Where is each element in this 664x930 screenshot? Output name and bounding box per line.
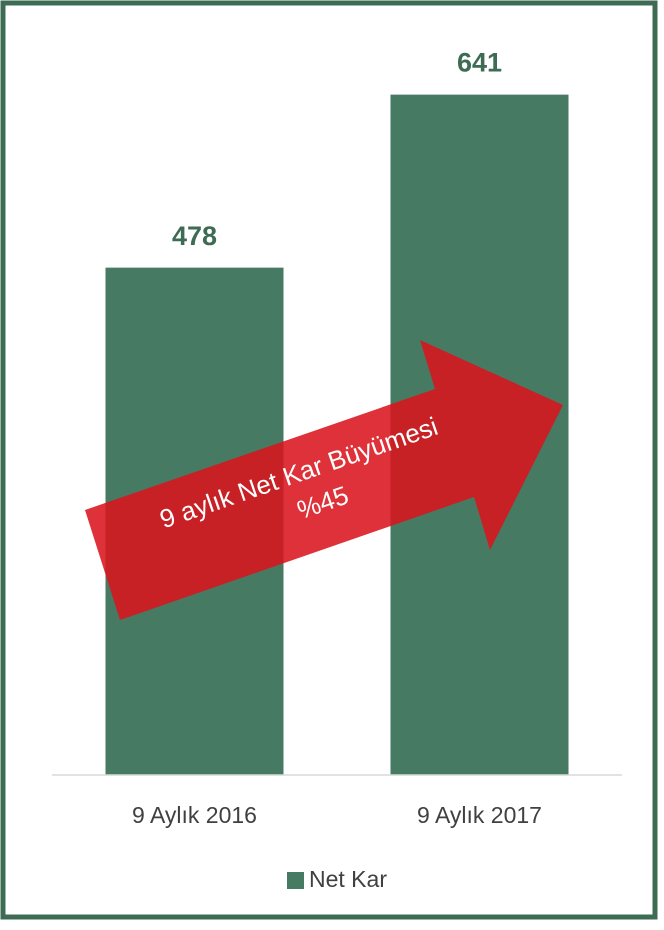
data-label: 478 bbox=[172, 221, 217, 251]
x-tick-label: 9 Aylık 2017 bbox=[417, 802, 542, 828]
x-tick-label: 9 Aylık 2016 bbox=[132, 802, 257, 828]
legend-swatch bbox=[287, 872, 304, 889]
legend-label: Net Kar bbox=[309, 866, 387, 892]
growth-arrow bbox=[85, 340, 563, 620]
data-label: 641 bbox=[457, 48, 502, 78]
